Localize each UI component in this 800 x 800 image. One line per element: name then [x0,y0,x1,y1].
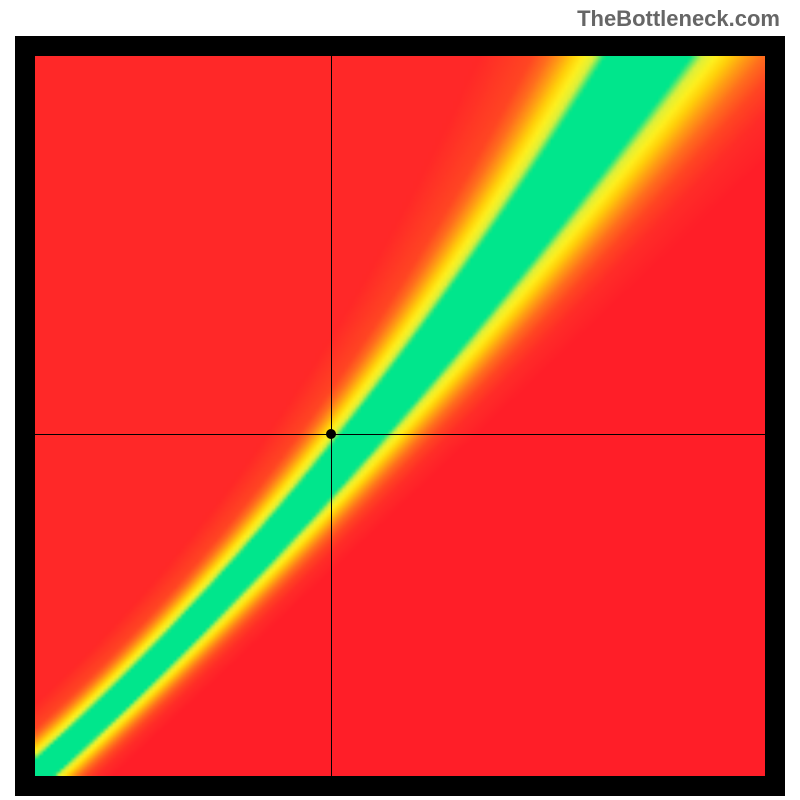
crosshair-vertical [331,56,332,776]
crosshair-dot [326,429,336,439]
plot-area [35,56,765,776]
crosshair-horizontal [35,434,765,435]
heatmap-canvas [35,56,765,776]
chart-container: { "watermark": { "text": "TheBottleneck.… [0,0,800,800]
plot-frame [15,36,785,796]
watermark-text: TheBottleneck.com [577,6,780,32]
